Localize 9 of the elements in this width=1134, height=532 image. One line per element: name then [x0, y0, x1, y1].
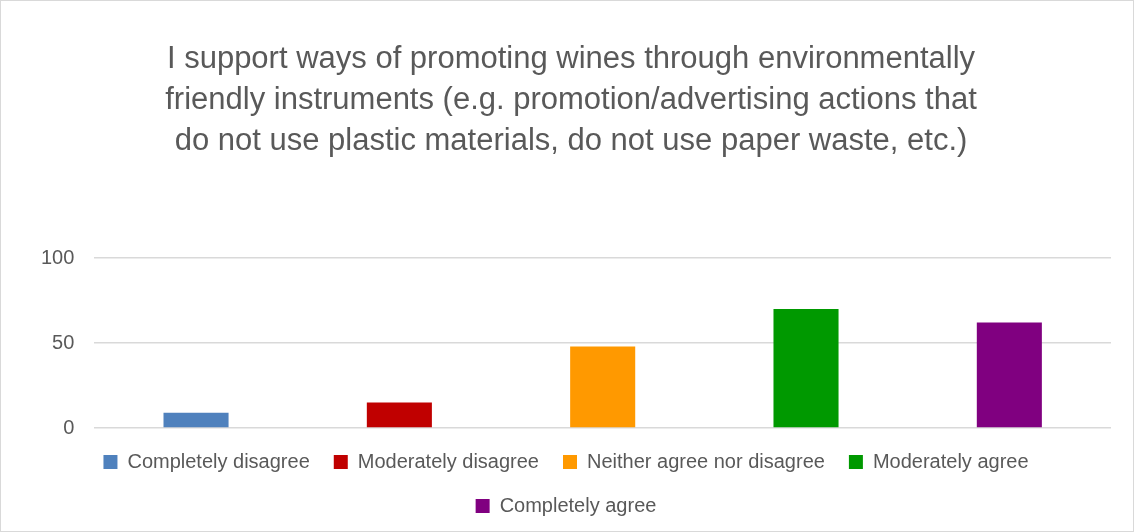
legend-label: Completely disagree [127, 449, 310, 472]
chart-title: I support ways of promoting wines through environmentally friendly instruments (e.g. promotion/advertising actions that do not use plastic materials, do not use paper waste, etc.) [164, 39, 978, 159]
legend-label: Neither agree nor disagree [586, 449, 825, 472]
y-tick-label: 0 [63, 415, 75, 438]
y-tick-label: 100 [40, 245, 75, 268]
legend-label: Completely agree [499, 493, 657, 516]
legend-label: Moderately agree [872, 449, 1029, 472]
y-tick-label: 50 [52, 330, 75, 353]
legend-label: Moderately disagree [357, 449, 539, 472]
